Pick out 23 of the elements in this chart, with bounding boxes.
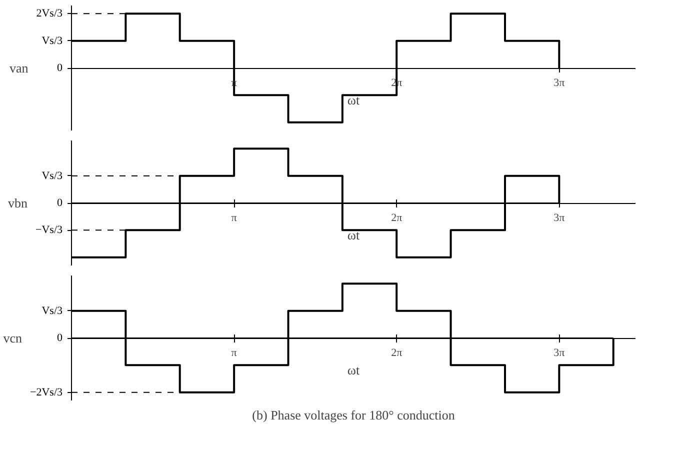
x-tick-label: π [231, 212, 238, 224]
x-axis-title: ωt [347, 362, 360, 378]
ref-line-label: Vs/3 [42, 34, 63, 47]
y-axis-title: vbn [8, 196, 28, 210]
x-tick-label: 2π [391, 347, 403, 359]
ref-line-label: −Vs/3 [36, 224, 63, 236]
x-tick-label: 3π [554, 212, 566, 224]
text: (b) Phase voltages for 180° conduction [252, 408, 456, 422]
x-tick-label: π [231, 347, 238, 359]
x-axis-title: ωt [347, 92, 360, 108]
y-axis-title: vcn [3, 330, 23, 346]
x-tick-label: 3π [554, 77, 566, 89]
ref-line-label: Vs/3 [42, 170, 63, 182]
ref-line-label: −2Vs/3 [30, 386, 63, 398]
ref-line-label: Vs/3 [42, 304, 63, 317]
ref-line-label: 2Vs/3 [36, 8, 63, 20]
x-tick-label: 3π [554, 347, 566, 359]
y-axis-title: van [9, 60, 29, 76]
x-tick-label: 2π [391, 212, 403, 224]
x-axis-title: ωt [347, 228, 360, 242]
ref-line-label: 0 [57, 197, 63, 209]
ref-line-label: 0 [57, 332, 63, 344]
ref-line-label: 0 [57, 62, 63, 74]
